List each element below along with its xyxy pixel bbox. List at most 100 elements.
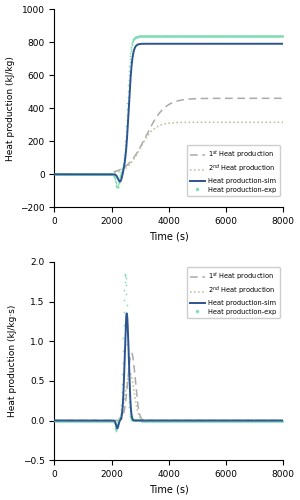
Point — [53, 416, 58, 424]
Point — [207, 416, 212, 424]
Point — [80, 170, 85, 178]
Point — [246, 32, 250, 40]
Point — [184, 32, 189, 40]
Point — [211, 32, 216, 40]
Point — [70, 416, 75, 424]
Point — [183, 32, 188, 40]
Point — [56, 170, 61, 178]
Point — [178, 416, 183, 424]
Point — [240, 32, 244, 40]
Point — [194, 32, 199, 40]
Point — [127, 62, 132, 70]
Point — [96, 416, 100, 424]
Point — [93, 416, 98, 424]
Point — [164, 32, 169, 40]
Point — [172, 416, 177, 424]
Point — [250, 416, 255, 424]
Point — [182, 416, 187, 424]
Point — [177, 416, 182, 424]
Point — [232, 32, 237, 40]
Point — [208, 32, 213, 40]
Point — [241, 416, 246, 424]
Point — [256, 416, 260, 424]
Point — [241, 32, 245, 40]
Point — [86, 170, 91, 178]
Point — [172, 32, 177, 40]
Point — [83, 416, 88, 424]
Point — [259, 32, 264, 40]
Point — [206, 416, 210, 424]
Point — [150, 32, 155, 40]
Point — [183, 416, 188, 424]
Point — [107, 170, 112, 178]
Point — [68, 170, 73, 178]
Point — [167, 416, 172, 424]
Point — [193, 416, 197, 424]
Point — [72, 416, 76, 424]
Point — [194, 416, 199, 424]
Point — [88, 416, 93, 424]
Point — [250, 32, 255, 40]
Point — [192, 32, 197, 40]
Point — [185, 32, 190, 40]
Point — [215, 416, 220, 424]
X-axis label: Time (s): Time (s) — [149, 232, 189, 241]
Point — [200, 416, 204, 424]
Point — [122, 308, 126, 316]
Point — [173, 416, 178, 424]
Point — [122, 296, 127, 304]
Point — [161, 32, 166, 40]
Point — [268, 416, 272, 424]
Point — [209, 32, 214, 40]
Point — [149, 416, 154, 424]
Point — [260, 416, 265, 424]
Point — [177, 32, 182, 40]
Point — [64, 416, 68, 424]
Point — [76, 170, 81, 178]
Point — [176, 32, 181, 40]
Point — [278, 416, 283, 424]
Point — [64, 170, 68, 178]
Point — [191, 32, 196, 40]
Point — [75, 170, 80, 178]
Point — [169, 416, 173, 424]
Point — [274, 416, 279, 424]
Point — [202, 32, 207, 40]
Point — [201, 32, 206, 40]
Point — [107, 170, 112, 178]
Point — [190, 416, 195, 424]
Point — [245, 32, 250, 40]
Point — [252, 32, 257, 40]
Point — [176, 416, 181, 424]
Point — [100, 170, 105, 178]
Point — [188, 416, 193, 424]
Point — [262, 32, 267, 40]
Point — [264, 416, 269, 424]
Point — [200, 416, 205, 424]
Point — [201, 416, 206, 424]
Point — [75, 170, 80, 178]
Point — [92, 416, 97, 424]
Point — [172, 32, 177, 40]
Point — [239, 32, 244, 40]
Point — [252, 32, 256, 40]
Point — [137, 416, 142, 424]
Point — [199, 416, 204, 424]
Point — [158, 32, 163, 40]
Point — [116, 178, 121, 186]
Point — [171, 416, 176, 424]
Point — [107, 416, 112, 424]
Point — [117, 175, 122, 183]
Point — [92, 170, 97, 178]
Point — [252, 32, 257, 40]
Point — [129, 43, 134, 51]
Point — [65, 170, 70, 178]
Point — [164, 416, 169, 424]
Point — [103, 416, 108, 424]
Point — [64, 170, 69, 178]
Point — [89, 170, 94, 178]
Point — [78, 170, 83, 178]
Point — [59, 416, 64, 424]
Point — [189, 416, 194, 424]
Point — [154, 32, 159, 40]
